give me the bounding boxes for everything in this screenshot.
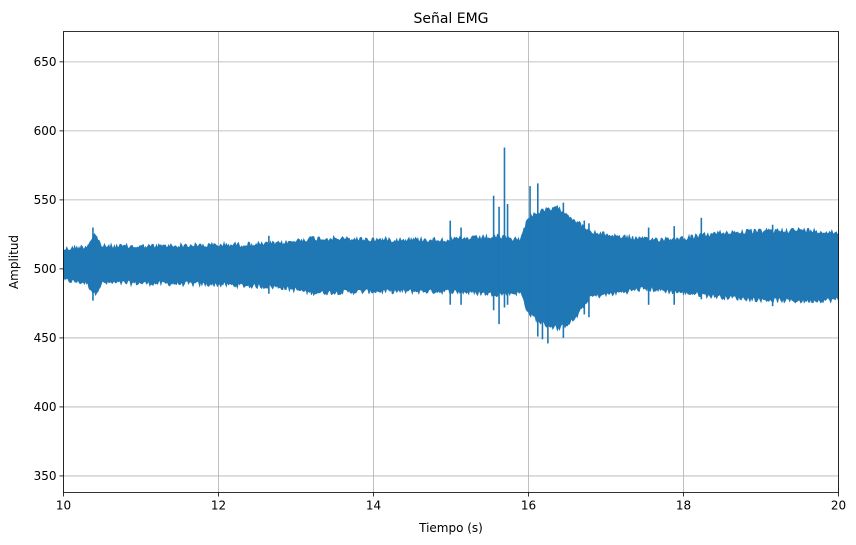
- chart-title: Señal EMG: [413, 11, 488, 27]
- y-tick-label: 350: [34, 469, 57, 483]
- y-axis-ticks: 350 400 450 500 550 600 650: [34, 55, 64, 483]
- y-axis-title: Amplitud: [7, 235, 21, 289]
- y-tick-label: 550: [34, 193, 57, 207]
- plot-frame: [63, 31, 839, 493]
- x-axis-title: Tiempo (s): [418, 521, 483, 535]
- y-tick-label: 650: [34, 55, 57, 69]
- y-tick-label: 450: [34, 331, 57, 345]
- y-tick-label: 400: [34, 400, 57, 414]
- x-axis-ticks: 10 12 14 16 18 20: [56, 492, 846, 513]
- x-tick-label: 16: [521, 499, 536, 513]
- x-tick-label: 12: [211, 499, 226, 513]
- x-tick-label: 18: [676, 499, 691, 513]
- x-tick-label: 14: [366, 499, 381, 513]
- y-tick-label: 600: [34, 124, 57, 138]
- x-tick-label: 20: [831, 499, 846, 513]
- emg-signal-spikes: [92, 147, 774, 344]
- x-tick-label: 10: [56, 499, 71, 513]
- y-tick-label: 500: [34, 262, 57, 276]
